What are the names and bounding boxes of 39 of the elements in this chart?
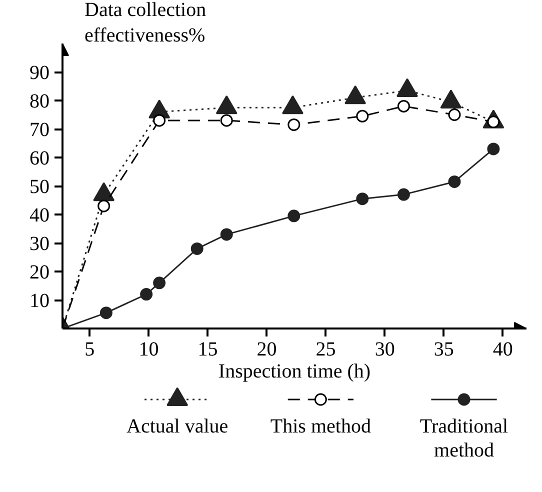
- point: [153, 114, 166, 127]
- x-tick-label: 15: [198, 338, 218, 360]
- y-tick-label: 10: [30, 290, 50, 312]
- y-tick-label: 90: [30, 62, 50, 84]
- point: [220, 228, 233, 241]
- x-tick-label: 40: [492, 338, 513, 360]
- point: [356, 192, 369, 206]
- x-tick-label: 35: [434, 338, 454, 360]
- point: [140, 288, 153, 301]
- point: [448, 175, 461, 188]
- x-tick-label: 10: [138, 338, 159, 360]
- x-tick-label: 25: [316, 338, 336, 360]
- point: [190, 242, 204, 255]
- point: [98, 200, 110, 212]
- point: [397, 188, 410, 201]
- y-tick-label: 30: [30, 233, 50, 255]
- x-tick-label: 30: [374, 338, 395, 360]
- x-tick-label: 5: [84, 338, 95, 360]
- point: [288, 118, 300, 131]
- legend-label: Traditional method: [420, 416, 509, 462]
- y-axis-title: Data collection effectiveness%: [84, 0, 206, 46]
- legend-label: This method: [270, 416, 371, 438]
- point: [288, 210, 300, 222]
- y-tick-label: 80: [30, 90, 50, 112]
- y-tick-label: 70: [30, 119, 50, 141]
- y-tick-label: 60: [30, 148, 50, 170]
- y-tick-label: 20: [30, 262, 50, 284]
- point: [397, 100, 410, 112]
- point: [153, 276, 166, 290]
- legend-label: Actual value: [126, 416, 228, 438]
- point: [487, 142, 500, 156]
- y-tick-label: 40: [30, 204, 50, 226]
- point: [100, 306, 112, 320]
- x-tick-label: 20: [256, 338, 277, 360]
- x-axis-title: Inspection time (h): [218, 360, 371, 382]
- point: [356, 110, 369, 122]
- y-tick-label: 50: [30, 176, 50, 198]
- point: [448, 108, 461, 121]
- point: [220, 114, 233, 127]
